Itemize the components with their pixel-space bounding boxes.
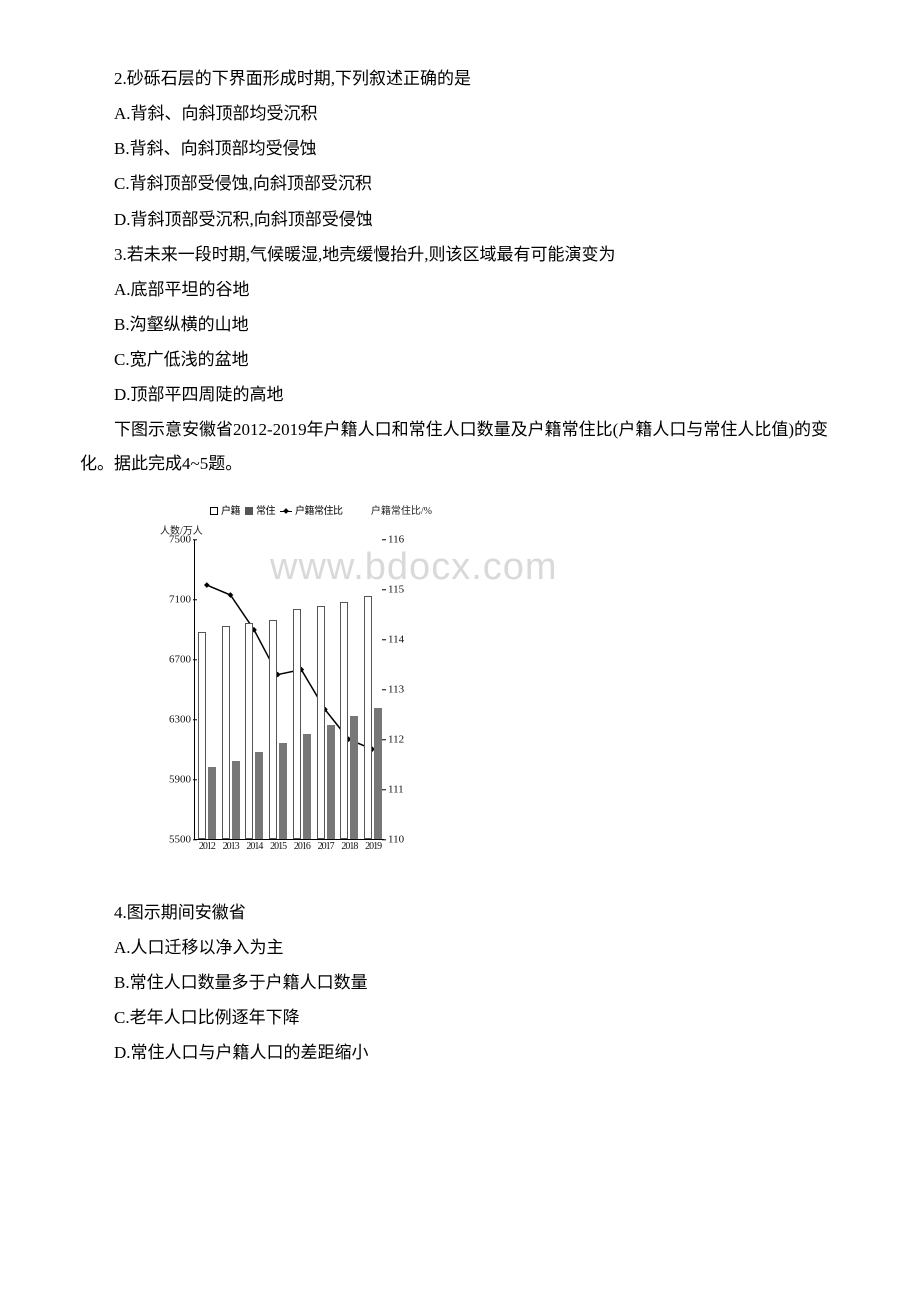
y2-tick: 110	[388, 829, 410, 850]
legend-label-huji: 户籍	[221, 506, 240, 517]
legend-label-changzhu: 常住	[256, 506, 275, 517]
y2-tick: 114	[388, 629, 410, 650]
x-tick-label: 2012	[199, 837, 215, 857]
q3-opt-d: D.顶部平四周陡的高地	[80, 378, 840, 411]
y1-tick: 7100	[163, 589, 191, 610]
x-tick-label: 2015	[270, 837, 286, 857]
bar-changzhu	[255, 752, 263, 839]
q3-opt-c: C.宽广低浅的盆地	[80, 343, 840, 376]
legend-swatch-huji	[210, 507, 218, 515]
y2-tick: 111	[388, 779, 410, 800]
q3-stem: 3.若未来一段时期,气候暖湿,地壳缓慢抬升,则该区域最有可能演变为	[80, 238, 840, 271]
bar-changzhu	[279, 743, 287, 839]
bar-changzhu	[374, 708, 382, 839]
q4-stem: 4.图示期间安徽省	[80, 896, 840, 929]
y2-tick: 116	[388, 529, 410, 550]
bar-changzhu	[208, 767, 216, 839]
bar-huji	[198, 632, 206, 839]
q4-opt-d: D.常住人口与户籍人口的差距缩小	[80, 1036, 840, 1069]
bar-huji	[364, 596, 372, 839]
q2-opt-c: C.背斜顶部受侵蚀,向斜顶部受沉积	[80, 167, 840, 200]
bar-huji	[317, 606, 325, 839]
bar-huji	[340, 602, 348, 839]
y1-tick: 5500	[163, 829, 191, 850]
bar-changzhu	[232, 761, 240, 839]
y1-tick: 7500	[163, 529, 191, 550]
legend-swatch-changzhu	[245, 507, 253, 515]
legend-swatch-ratio	[280, 511, 292, 512]
q4-opt-c: C.老年人口比例逐年下降	[80, 1001, 840, 1034]
q4-opt-b: B.常住人口数量多于户籍人口数量	[80, 966, 840, 999]
bar-changzhu	[327, 725, 335, 839]
y1-tick: 6300	[163, 709, 191, 730]
bar-changzhu	[350, 716, 358, 839]
plot-area: 5500590063006700710075001101111121131141…	[194, 540, 384, 840]
x-tick-label: 2018	[341, 837, 357, 857]
x-tick-label: 2013	[223, 837, 239, 857]
bar-huji	[269, 620, 277, 839]
x-tick-label: 2017	[318, 837, 334, 857]
q4-opt-a: A.人口迁移以净入为主	[80, 931, 840, 964]
y2-tick: 115	[388, 579, 410, 600]
population-chart: www.bdocx.com 户籍 常住 户籍常住比 人数/万人 户籍常住比/% …	[160, 498, 440, 878]
x-tick-label: 2019	[365, 837, 381, 857]
q3-opt-b: B.沟壑纵横的山地	[80, 308, 840, 341]
q2-opt-d: D.背斜顶部受沉积,向斜顶部受侵蚀	[80, 203, 840, 236]
x-tick-label: 2016	[294, 837, 310, 857]
y1-tick: 6700	[163, 649, 191, 670]
y2-axis-title: 户籍常住比/%	[371, 502, 432, 522]
intro-4-5: 下图示意安徽省2012-2019年户籍人口和常住人口数量及户籍常住比(户籍人口与…	[80, 413, 840, 479]
bar-huji	[293, 609, 301, 839]
q3-opt-a: A.底部平坦的谷地	[80, 273, 840, 306]
x-tick-label: 2014	[246, 837, 262, 857]
chart-legend: 户籍 常住 户籍常住比	[210, 502, 346, 522]
q2-opt-a: A.背斜、向斜顶部均受沉积	[80, 97, 840, 130]
y2-tick: 113	[388, 679, 410, 700]
q2-stem: 2.砂砾石层的下界面形成时期,下列叙述正确的是	[80, 62, 840, 95]
bar-huji	[245, 623, 253, 839]
q2-opt-b: B.背斜、向斜顶部均受侵蚀	[80, 132, 840, 165]
bar-changzhu	[303, 734, 311, 839]
legend-label-ratio: 户籍常住比	[295, 506, 343, 517]
y2-tick: 112	[388, 729, 410, 750]
y1-tick: 5900	[163, 769, 191, 790]
bar-huji	[222, 626, 230, 839]
